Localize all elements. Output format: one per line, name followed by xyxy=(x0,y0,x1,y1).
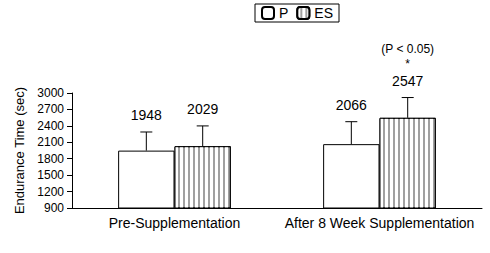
svg-text:2547: 2547 xyxy=(392,73,423,89)
svg-text:After 8 Week Supplementation: After 8 Week Supplementation xyxy=(285,215,475,231)
svg-text:1500: 1500 xyxy=(37,168,64,182)
svg-text:1948: 1948 xyxy=(131,107,162,123)
svg-text:P: P xyxy=(279,5,288,21)
svg-text:2700: 2700 xyxy=(37,102,64,116)
svg-text:3000: 3000 xyxy=(37,86,64,100)
svg-text:2029: 2029 xyxy=(187,101,218,117)
svg-text:2100: 2100 xyxy=(37,135,64,149)
svg-text:*: * xyxy=(405,57,410,71)
svg-text:2400: 2400 xyxy=(37,119,64,133)
svg-text:2066: 2066 xyxy=(336,97,367,113)
svg-text:900: 900 xyxy=(44,201,64,215)
svg-text:Endurance Time (sec): Endurance Time (sec) xyxy=(12,87,27,214)
svg-text:ES: ES xyxy=(314,5,333,21)
svg-text:Pre-Supplementation: Pre-Supplementation xyxy=(109,215,241,231)
svg-text:(P < 0.05): (P < 0.05) xyxy=(381,42,434,56)
svg-text:1200: 1200 xyxy=(37,185,64,199)
svg-text:1800: 1800 xyxy=(37,152,64,166)
